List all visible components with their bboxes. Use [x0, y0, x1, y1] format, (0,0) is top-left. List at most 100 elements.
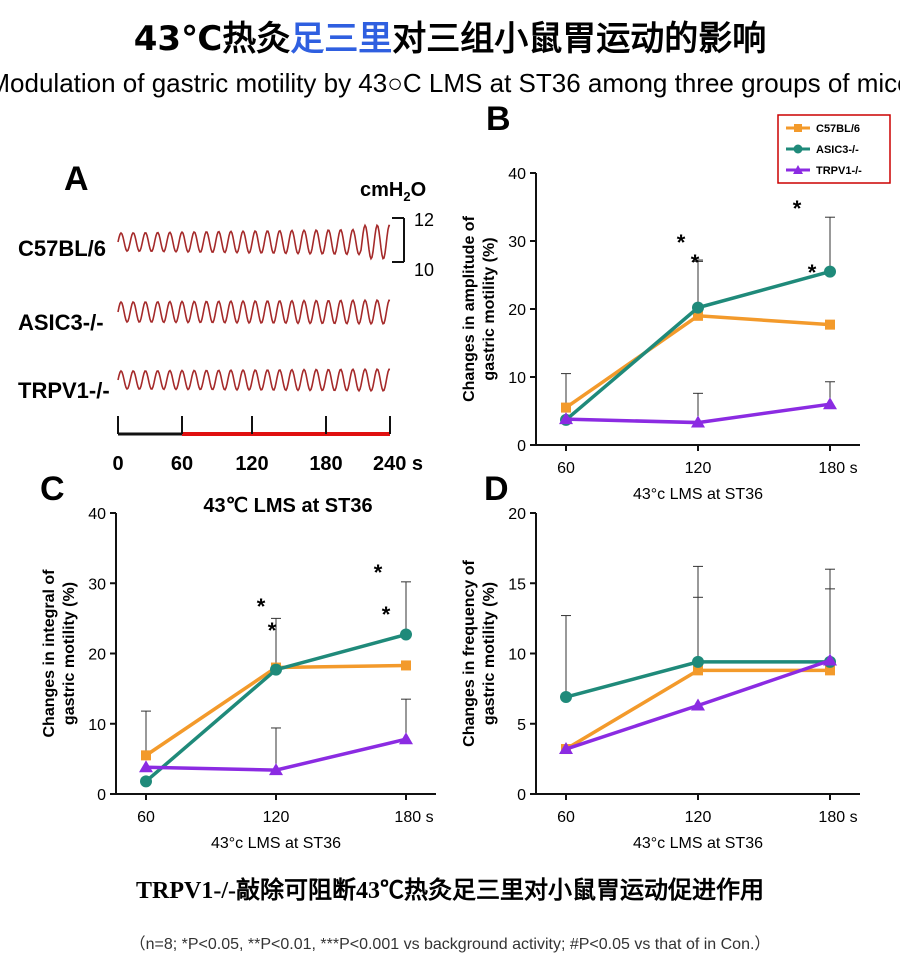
- point-c57: [693, 310, 703, 321]
- y-tick-label: 0: [517, 787, 526, 804]
- time-tick-label: 240 s: [373, 453, 423, 475]
- x-tick-label: 60: [557, 809, 575, 826]
- panel-a-traces: C57BL/6 ASIC3-/- TRPV1-/- cmH2O 12 10 0 6…: [18, 179, 434, 517]
- point-c57: [825, 319, 835, 330]
- y-axis-label-line1: Changes in frequency of: [461, 559, 478, 746]
- y-axis-label-line2: gastric motility (%): [481, 237, 498, 380]
- point-asic3: [400, 628, 412, 641]
- point-trpv1: [559, 742, 573, 755]
- y-axis-label-line2: gastric motility (%): [481, 582, 498, 725]
- point-c57: [825, 665, 835, 676]
- point-asic3: [692, 655, 704, 668]
- trace-c57: [117, 223, 391, 261]
- y-tick-label: 0: [97, 787, 106, 804]
- point-c57: [401, 660, 411, 671]
- y-tick-label: 5: [517, 717, 526, 734]
- significance-star: *: [677, 230, 686, 255]
- panel-c-chart: 0 10 20 30 40 60 120 180 s 43°c LMS at ST36 Chang…: [41, 506, 436, 852]
- legend-label: C57BL/6: [816, 123, 860, 135]
- point-trpv1: [823, 397, 837, 410]
- point-trpv1: [399, 732, 413, 745]
- point-trpv1: [139, 760, 153, 773]
- x-tick-label: 60: [557, 460, 575, 477]
- x-axis-label: 43°c LMS at ST36: [633, 486, 763, 503]
- scale-unit-tail: O: [411, 179, 427, 201]
- scale-unit: cmH2O: [360, 179, 426, 204]
- time-tick-label: 0: [112, 453, 123, 475]
- legend: C57BL/6 ASIC3-/- TRPV1-/-: [777, 114, 891, 184]
- panel-b-chart: 0 10 20 30 40 60 120 180 s 43°c LMS at ST36 Chang…: [461, 166, 860, 503]
- trace-trpv1: [117, 367, 391, 393]
- x-tick-label: 60: [137, 809, 155, 826]
- x-tick-label: 120: [685, 460, 712, 477]
- time-ticks: 0 60 120 180 240 s: [112, 416, 423, 475]
- point-asic3: [692, 301, 704, 314]
- y-tick-label: 0: [517, 438, 526, 455]
- y-axis-label-line2: gastric motility (%): [61, 582, 78, 725]
- y-tick-label: 10: [508, 647, 526, 664]
- y-axis-label-line1: Changes in integral of: [41, 569, 58, 738]
- legend-marker-triangle: [793, 165, 803, 174]
- y-tick-label: 15: [508, 576, 526, 593]
- y-tick-label: 20: [508, 506, 526, 523]
- x-tick-label: 180 s: [394, 809, 433, 826]
- point-asic3: [270, 663, 282, 676]
- x-axis-label: 43°c LMS at ST36: [633, 835, 763, 852]
- point-c57: [141, 750, 151, 761]
- panel-a-xlabel: 43℃ LMS at ST36: [203, 495, 372, 517]
- time-tick-label: 120: [235, 453, 268, 475]
- panel-letter-c: C: [40, 470, 65, 508]
- point-asic3: [560, 691, 572, 704]
- legend-marker-circle: [793, 144, 803, 154]
- point-trpv1: [691, 698, 705, 711]
- panel-d-chart: 0 5 10 15 20 60 120 180 s 43°c LMS at ST36 Change…: [461, 506, 860, 852]
- conclusion-cn: TRPV1-/-敲除可阻断43℃热灸足三里对小鼠胃运动促进作用: [136, 876, 764, 904]
- x-tick-label: 120: [685, 809, 712, 826]
- scale-tick-10: 10: [414, 260, 434, 280]
- trace-label-c57: C57BL/6: [18, 236, 106, 261]
- y-tick-label: 20: [508, 302, 526, 319]
- x-tick-label: 180 s: [818, 809, 857, 826]
- point-trpv1: [559, 412, 573, 425]
- y-tick-label: 10: [508, 370, 526, 387]
- point-c57: [561, 402, 571, 413]
- point-trpv1: [823, 653, 837, 666]
- legend-label: ASIC3-/-: [816, 144, 859, 156]
- x-tick-label: 180 s: [818, 460, 857, 477]
- panel-letter-d: D: [484, 470, 509, 508]
- title-en: Modulation of gastric motility by 43○C L…: [0, 68, 900, 98]
- significance-star: *: [257, 594, 266, 619]
- trace-label-trpv1: TRPV1-/-: [18, 378, 110, 403]
- scale-tick-12: 12: [414, 210, 434, 230]
- panel-letter-a: A: [64, 160, 89, 198]
- panel-letter-b: B: [486, 100, 511, 138]
- legend-marker-square: [794, 124, 802, 132]
- legend-label: TRPV1-/-: [816, 165, 862, 177]
- title-cn: 43℃热灸足三里对三组小鼠胃运动的影响: [134, 19, 767, 59]
- significance-star: *: [808, 260, 817, 285]
- significance-star: *: [793, 196, 802, 221]
- y-tick-label: 40: [508, 166, 526, 183]
- significance-star: *: [691, 250, 700, 275]
- y-tick-label: 30: [508, 234, 526, 251]
- x-axis-label: 43°c LMS at ST36: [211, 835, 341, 852]
- y-axis-label: Changes in amplitude of gastric motility …: [461, 215, 498, 401]
- trace-label-asic3: ASIC3-/-: [18, 310, 104, 335]
- point-asic3: [824, 265, 836, 278]
- y-axis-label-line1: Changes in amplitude of: [461, 215, 478, 401]
- y-tick-label: 10: [88, 717, 106, 734]
- scale-unit-sub: 2: [403, 189, 410, 204]
- point-trpv1: [269, 763, 283, 776]
- point-asic3: [140, 775, 152, 788]
- significance-star: *: [268, 618, 277, 643]
- time-tick-label: 180: [309, 453, 342, 475]
- trace-asic3: [117, 298, 391, 326]
- significance-star: *: [374, 560, 383, 585]
- footnote: （n=8; *P<0.05, **P<0.01, ***P<0.001 vs b…: [129, 936, 771, 953]
- y-axis-label: Changes in integral of gastric motility (…: [41, 569, 78, 738]
- y-tick-label: 40: [88, 506, 106, 523]
- y-tick-label: 30: [88, 576, 106, 593]
- point-c57: [693, 665, 703, 676]
- time-tick-label: 60: [171, 453, 193, 475]
